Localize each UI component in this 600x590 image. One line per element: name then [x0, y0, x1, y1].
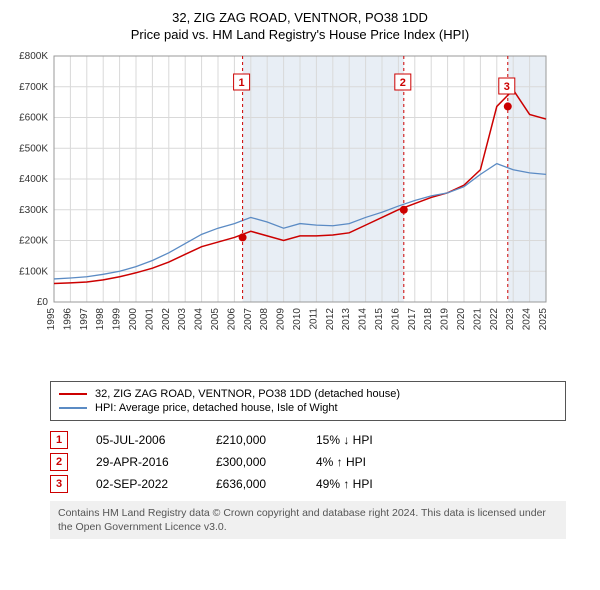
event-row: 1 05-JUL-2006£210,00015% ↓ HPI [50, 431, 566, 449]
svg-text:2015: 2015 [374, 308, 385, 331]
svg-text:1998: 1998 [95, 308, 106, 331]
svg-text:2002: 2002 [161, 308, 172, 331]
legend: 32, ZIG ZAG ROAD, VENTNOR, PO38 1DD (det… [50, 381, 566, 421]
svg-text:£800K: £800K [19, 51, 48, 62]
event-date: 05-JUL-2006 [96, 433, 216, 447]
svg-text:2004: 2004 [194, 308, 205, 331]
chart-svg: £0 £100K £200K £300K £400K £500K £600K £700K £80… [10, 50, 570, 370]
legend-swatch [59, 393, 87, 395]
svg-text:1995: 1995 [46, 308, 57, 331]
event-marker: 3 [50, 475, 68, 493]
svg-text:2016: 2016 [390, 308, 401, 331]
svg-text:£600K: £600K [19, 113, 48, 124]
event-price: £636,000 [216, 477, 316, 491]
svg-text:2019: 2019 [440, 308, 451, 331]
legend-label: 32, ZIG ZAG ROAD, VENTNOR, PO38 1DD (det… [95, 388, 400, 400]
chart-subtitle: Price paid vs. HM Land Registry's House … [10, 27, 590, 42]
svg-text:2022: 2022 [489, 308, 500, 331]
chart-title: 32, ZIG ZAG ROAD, VENTNOR, PO38 1DD [10, 10, 590, 25]
svg-text:£300K: £300K [19, 205, 48, 216]
svg-text:2012: 2012 [325, 308, 336, 331]
event-marker: 1 [50, 431, 68, 449]
svg-text:£0: £0 [37, 297, 49, 308]
svg-text:2010: 2010 [292, 308, 303, 331]
svg-text:2013: 2013 [341, 308, 352, 331]
event-price: £300,000 [216, 455, 316, 469]
svg-text:2018: 2018 [423, 308, 434, 331]
chart-container: 32, ZIG ZAG ROAD, VENTNOR, PO38 1DD Pric… [0, 0, 600, 547]
svg-text:2: 2 [400, 77, 406, 89]
footer-note: Contains HM Land Registry data © Crown c… [50, 501, 566, 539]
legend-item: 32, ZIG ZAG ROAD, VENTNOR, PO38 1DD (det… [59, 388, 557, 400]
legend-label: HPI: Average price, detached house, Isle… [95, 402, 338, 414]
event-delta: 49% ↑ HPI [316, 477, 436, 491]
svg-text:2006: 2006 [226, 308, 237, 331]
svg-text:3: 3 [504, 81, 510, 93]
event-delta: 15% ↓ HPI [316, 433, 436, 447]
svg-text:2023: 2023 [505, 308, 516, 331]
event-row: 3 02-SEP-2022£636,00049% ↑ HPI [50, 475, 566, 493]
event-marker: 2 [50, 453, 68, 471]
svg-text:2021: 2021 [472, 308, 483, 331]
svg-text:2014: 2014 [358, 308, 369, 331]
svg-text:£700K: £700K [19, 82, 48, 93]
svg-text:2003: 2003 [177, 308, 188, 331]
svg-text:2009: 2009 [276, 308, 287, 331]
svg-text:2011: 2011 [308, 308, 319, 330]
svg-text:2025: 2025 [538, 308, 549, 331]
svg-text:£100K: £100K [19, 266, 48, 277]
svg-text:2020: 2020 [456, 308, 467, 331]
event-price: £210,000 [216, 433, 316, 447]
svg-text:2000: 2000 [128, 308, 139, 331]
svg-text:1997: 1997 [79, 308, 90, 331]
svg-text:£500K: £500K [19, 143, 48, 154]
svg-text:2017: 2017 [407, 308, 418, 331]
svg-text:£400K: £400K [19, 174, 48, 185]
event-date: 29-APR-2016 [96, 455, 216, 469]
legend-item: HPI: Average price, detached house, Isle… [59, 402, 557, 414]
events-table: 1 05-JUL-2006£210,00015% ↓ HPI 2 29-APR-201… [50, 431, 566, 493]
svg-text:1999: 1999 [112, 308, 123, 331]
svg-text:2024: 2024 [522, 308, 533, 331]
svg-text:2001: 2001 [144, 308, 155, 331]
svg-text:2008: 2008 [259, 308, 270, 331]
legend-swatch [59, 407, 87, 409]
svg-text:1: 1 [239, 77, 245, 89]
event-date: 02-SEP-2022 [96, 477, 216, 491]
event-delta: 4% ↑ HPI [316, 455, 436, 469]
chart-plot: £0 £100K £200K £300K £400K £500K £600K £700K £80… [10, 50, 590, 375]
svg-text:2005: 2005 [210, 308, 221, 331]
svg-text:£200K: £200K [19, 236, 48, 247]
svg-text:2007: 2007 [243, 308, 254, 331]
svg-text:1996: 1996 [62, 308, 73, 331]
event-row: 2 29-APR-2016£300,0004% ↑ HPI [50, 453, 566, 471]
